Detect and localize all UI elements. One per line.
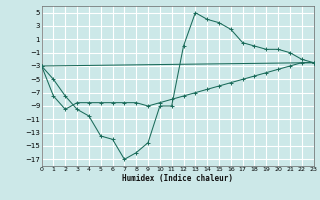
X-axis label: Humidex (Indice chaleur): Humidex (Indice chaleur) [122,174,233,183]
